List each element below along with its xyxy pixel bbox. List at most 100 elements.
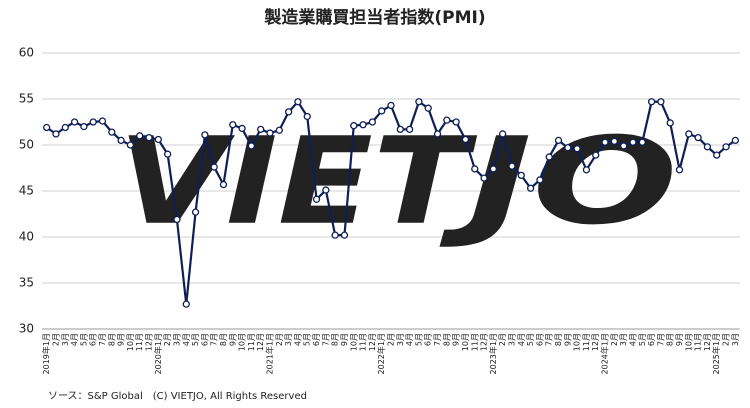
point <box>70 118 79 126</box>
x-tick-label: 8月 <box>666 333 675 346</box>
watermark: JO <box>439 113 678 252</box>
point <box>266 129 274 137</box>
x-tick-label: 12月 <box>368 333 377 351</box>
x-tick-label: 2023年1月 <box>488 333 498 374</box>
point <box>405 125 414 134</box>
x-tick-label: 5月 <box>526 333 535 346</box>
point <box>471 165 479 173</box>
x-tick-label: 8月 <box>331 333 340 346</box>
point <box>564 144 572 152</box>
x-tick-label: 12月 <box>703 333 712 351</box>
point <box>154 135 162 144</box>
point <box>145 133 153 142</box>
point <box>592 151 600 159</box>
point <box>368 118 377 126</box>
point <box>582 166 591 174</box>
y-tick-label: 50 <box>19 138 34 152</box>
point <box>238 124 246 133</box>
x-tick-label: 10月 <box>349 333 358 351</box>
point <box>108 128 116 136</box>
x-tick-label: 9月 <box>563 333 572 346</box>
x-tick-label: 5月 <box>414 333 423 346</box>
x-tick-label: 6月 <box>200 333 209 346</box>
point <box>694 133 702 142</box>
x-tick-label: 5月 <box>638 333 647 346</box>
x-tick-label: 5月 <box>191 333 200 346</box>
point <box>424 104 432 112</box>
point <box>657 98 665 106</box>
x-tick-label: 9月 <box>452 333 461 346</box>
x-tick-label: 4月 <box>517 333 526 346</box>
x-tick-label: 11月 <box>247 333 256 351</box>
x-tick-label: 7月 <box>545 333 554 346</box>
x-tick-label: 10月 <box>238 333 247 351</box>
x-tick-label: 2月 <box>498 333 507 346</box>
x-tick-label: 12月 <box>591 333 600 351</box>
point <box>350 122 358 130</box>
y-tick-label: 55 <box>19 92 34 106</box>
point <box>201 131 209 139</box>
y-tick-label: 30 <box>19 322 34 336</box>
point <box>182 300 190 308</box>
x-tick-label: 9月 <box>675 333 684 346</box>
point <box>703 143 712 151</box>
x-tick-label: 3月 <box>507 333 516 346</box>
x-tick-label: 7月 <box>321 333 330 346</box>
x-tick-label: 6月 <box>424 333 433 346</box>
point <box>275 126 283 134</box>
x-tick-label: 4月 <box>70 333 79 346</box>
point <box>433 130 442 138</box>
point <box>257 125 265 134</box>
x-tick-label: 2019年1月 <box>41 333 51 374</box>
y-tick-label: 45 <box>19 184 34 198</box>
x-tick-label: 11月 <box>694 333 703 351</box>
point <box>331 231 339 239</box>
x-tick-label: 2月 <box>722 333 731 346</box>
source-note: ソース：S&P Global (C) VIETJO, All Rights Re… <box>48 391 307 402</box>
point <box>294 98 302 106</box>
x-tick-label: 7月 <box>433 333 442 346</box>
point <box>396 125 404 134</box>
x-tick-label: 6月 <box>647 333 656 346</box>
x-tick-label: 8月 <box>554 333 563 346</box>
point <box>638 138 646 146</box>
point <box>89 118 97 126</box>
point <box>126 141 135 149</box>
x-tick-label: 11月 <box>470 333 479 351</box>
point <box>284 108 293 116</box>
x-tick-label: 2月 <box>51 333 60 346</box>
point <box>443 116 451 124</box>
point <box>303 112 311 121</box>
point <box>210 163 218 171</box>
x-tick-label: 8月 <box>107 333 116 346</box>
x-tick-label: 11月 <box>359 333 368 351</box>
x-tick-label: 4月 <box>182 333 191 346</box>
point <box>489 165 498 173</box>
x-tick-label: 9月 <box>228 333 237 346</box>
point <box>387 101 395 110</box>
point <box>312 195 321 203</box>
x-tick-label: 3月 <box>731 333 740 346</box>
point <box>620 142 628 150</box>
point <box>163 150 172 158</box>
x-tick-label: 12月 <box>480 333 489 351</box>
x-tick-label: 8月 <box>442 333 451 346</box>
point <box>731 136 739 145</box>
point <box>219 180 228 189</box>
x-tick-label: 2月 <box>610 333 619 346</box>
point <box>117 136 125 145</box>
x-tick-label: 2月 <box>163 333 172 346</box>
y-tick-label: 40 <box>19 230 34 244</box>
x-tick-label: 11月 <box>582 333 591 351</box>
x-tick-label: 9月 <box>340 333 349 346</box>
point <box>340 231 349 239</box>
x-tick-label: 3月 <box>61 333 70 346</box>
y-tick-label: 60 <box>19 46 34 60</box>
x-tick-label: 6月 <box>89 333 98 346</box>
point <box>461 135 470 144</box>
point <box>52 130 60 138</box>
point <box>685 130 693 138</box>
x-tick-label: 12月 <box>256 333 265 351</box>
x-tick-label: 7月 <box>656 333 665 346</box>
point <box>415 98 423 106</box>
